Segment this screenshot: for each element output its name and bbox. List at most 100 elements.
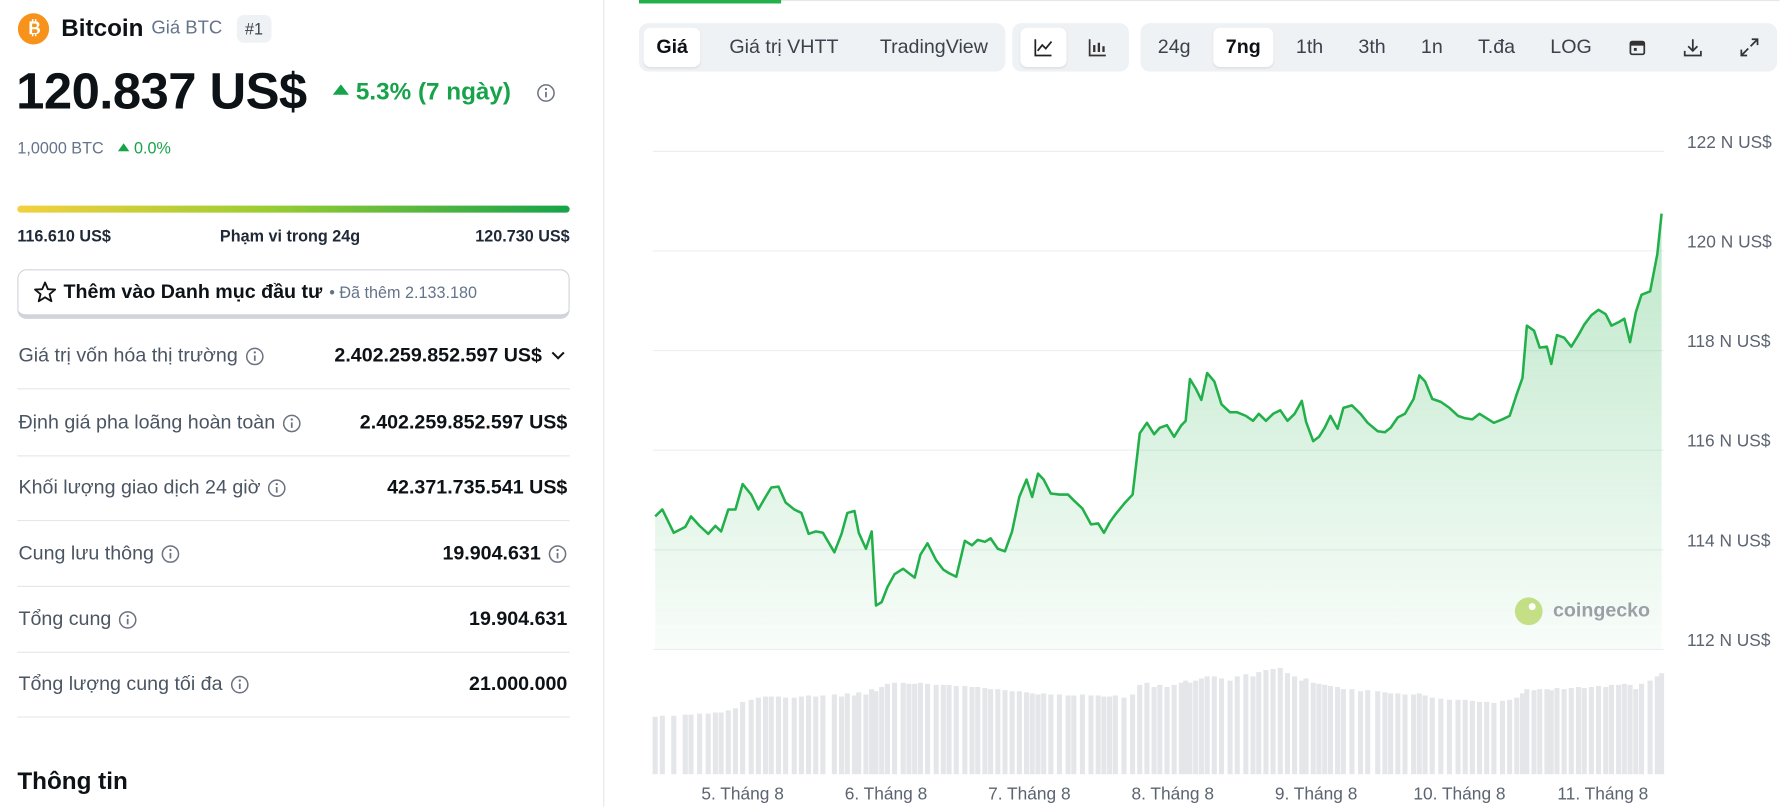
volume-bar [1095, 695, 1101, 775]
volume-bar [1554, 688, 1560, 775]
stat-label-group: Cung lưu thông [18, 542, 180, 565]
up-arrow [332, 84, 349, 95]
volume-bar [1256, 672, 1262, 775]
volume-bar [652, 716, 658, 775]
chart-tab[interactable]: Giá [643, 27, 701, 68]
volume-bar [1520, 693, 1526, 775]
candle-view-button[interactable] [1074, 28, 1120, 67]
volume-bar [1462, 699, 1468, 775]
period-tab[interactable]: 1th [1295, 35, 1324, 58]
volume-bar [831, 694, 837, 775]
volume-bar [1659, 673, 1665, 775]
volume-bar [732, 708, 738, 775]
volume-bar [1455, 699, 1461, 775]
volume-bar [933, 684, 939, 775]
volume-bar [1548, 690, 1554, 775]
stat-row: Tổng lượng cung tối đa 21.000.000 [17, 652, 570, 718]
volume-bar [1568, 688, 1574, 775]
portfolio-button[interactable]: Thêm vào Danh mục đầu tư • Đã thêm 2.133… [17, 269, 570, 319]
volume-bar [1633, 689, 1639, 775]
volume-bar [1151, 687, 1157, 775]
price-area [655, 213, 1662, 650]
bitcoin-logo [17, 13, 50, 45]
volume-bar [1009, 691, 1015, 775]
volume-bar [1499, 700, 1506, 775]
volume-bar [1544, 689, 1550, 775]
stat-label: Cung lưu thông [18, 541, 154, 564]
period-tab[interactable]: 24g [1157, 35, 1191, 58]
stat-value-group: 21.000.000 [469, 673, 567, 696]
candle-icon [1088, 39, 1106, 57]
fullscreen-button[interactable] [1726, 28, 1772, 67]
volume-bar [697, 713, 703, 775]
volume-bar [1375, 691, 1381, 775]
range-bar [17, 205, 570, 213]
volume-bar [1429, 697, 1435, 775]
volume-bar [1277, 667, 1283, 775]
line-icon-part [1037, 41, 1053, 52]
chart-tab[interactable]: TradingView [879, 35, 988, 58]
volume-bar [1048, 694, 1054, 775]
calendar-icon-part [1630, 41, 1645, 46]
volume-bar [1198, 678, 1204, 775]
volume-bar [1227, 680, 1233, 775]
x-tick-label: 10. Tháng 8 [1413, 784, 1505, 804]
volume-bar [1581, 688, 1587, 775]
stat-value-group: 2.402.259.852.597 US$ [360, 411, 568, 434]
volume-bar [884, 683, 890, 775]
volume-bar [1395, 693, 1401, 775]
volume-bar [1608, 684, 1614, 775]
rank-badge: #1 [236, 15, 272, 43]
volume-bar [763, 696, 769, 775]
line-view-button[interactable] [1020, 27, 1067, 68]
volume-bar [1211, 676, 1217, 775]
period-tab[interactable]: 1n [1420, 35, 1443, 58]
coin-name: Bitcoin [61, 15, 144, 42]
info-icon-part [161, 544, 180, 563]
download-button[interactable] [1670, 28, 1716, 67]
period-tab[interactable]: 7ng [1213, 27, 1274, 68]
volume-bar [1349, 689, 1355, 775]
volume-bar [1402, 694, 1408, 775]
volume-bar [820, 695, 826, 775]
stat-value: 2.402.259.852.597 US$ [334, 344, 542, 367]
volume-bar [1164, 687, 1170, 775]
volume-bar [813, 696, 819, 775]
volume-bar [1588, 687, 1594, 775]
range-label: Phạm vi trong 24g [219, 226, 361, 245]
volume-bar [917, 682, 923, 775]
volume-bar [982, 688, 988, 775]
y-tick-label: 116 N US$ [1687, 431, 1771, 451]
volume-bar [1616, 684, 1622, 775]
portfolio-note: • Đã thêm 2.133.180 [329, 283, 477, 302]
volume-bar [1183, 680, 1189, 775]
btc-amount: 1,0000 BTC [17, 138, 104, 158]
btc-change: 0.0% [134, 138, 171, 158]
volume-bar [995, 689, 1001, 775]
period-tab[interactable]: T.đa [1477, 35, 1516, 58]
volume-bar [906, 683, 912, 775]
chart-tab[interactable]: Giá trị VHTT [729, 35, 839, 58]
volume-bar [1422, 695, 1428, 775]
coin-symbol: Giá BTC [151, 18, 223, 39]
volume-bar [879, 687, 885, 775]
calendar-button[interactable] [1614, 28, 1660, 67]
candle-icon-part [1092, 45, 1096, 52]
info-icon-part [253, 350, 256, 354]
candle-icon-part [1102, 46, 1105, 52]
star-icon [34, 281, 57, 303]
volume-bar [1204, 676, 1210, 775]
info-icon [268, 478, 287, 497]
period-tab[interactable]: 3th [1358, 35, 1386, 58]
volume-bar [1270, 668, 1276, 775]
volume-bar [1638, 683, 1645, 775]
chart-style-tabs [1012, 23, 1129, 72]
arrow-shape [332, 84, 349, 95]
price-change: 5.3% (7 ngày) [355, 78, 511, 106]
period-tab[interactable]: LOG [1550, 35, 1592, 58]
candle-icon-part [1097, 42, 1100, 52]
volume-bar [1144, 682, 1150, 775]
